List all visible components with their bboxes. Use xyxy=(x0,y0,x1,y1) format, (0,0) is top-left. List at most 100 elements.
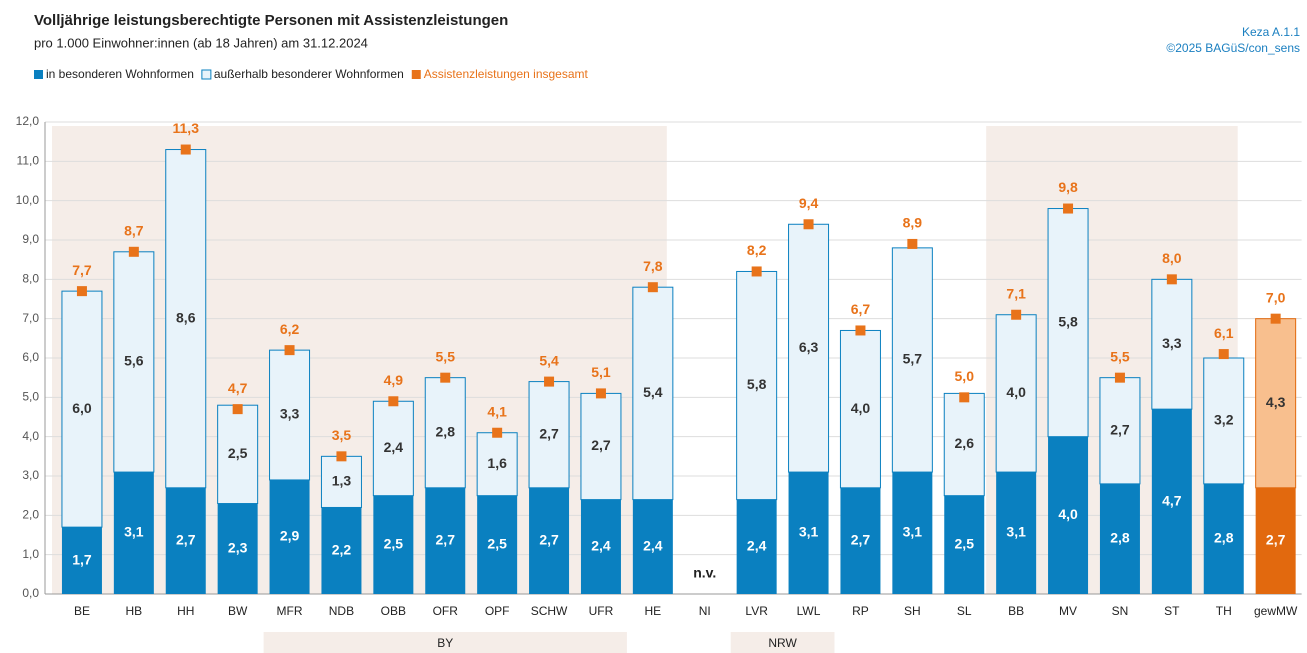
total-label: 8,9 xyxy=(903,215,923,231)
x-tick-label: SN xyxy=(1112,604,1129,618)
x-tick-label: SL xyxy=(957,604,972,618)
total-marker xyxy=(336,451,347,462)
x-tick-label: LVR xyxy=(745,604,768,618)
y-tick-label: 1,0 xyxy=(22,547,39,561)
total-label: 6,7 xyxy=(851,301,871,317)
y-tick-label: 6,0 xyxy=(22,350,39,364)
x-tick-label: SH xyxy=(904,604,921,618)
x-tick-label: RP xyxy=(852,604,869,618)
total-label: 3,5 xyxy=(332,427,352,443)
group-label: NRW xyxy=(768,636,797,650)
data-label: 3,1 xyxy=(799,524,819,540)
bar-segment xyxy=(1255,487,1296,594)
total-label: 8,2 xyxy=(747,242,767,258)
bar-segment xyxy=(1048,436,1089,594)
data-label: 1,3 xyxy=(332,473,352,489)
data-label: 2,5 xyxy=(228,445,248,461)
total-label: 6,2 xyxy=(280,321,300,337)
total-label: 8,0 xyxy=(1162,250,1182,266)
x-tick-label: HE xyxy=(645,604,662,618)
bar-segment xyxy=(424,377,466,489)
data-label: 8,6 xyxy=(176,309,196,325)
x-tick-label: LWL xyxy=(797,604,821,618)
bar-segment xyxy=(944,495,985,594)
total-marker xyxy=(803,219,814,230)
x-tick-label: NI xyxy=(699,604,711,618)
bar-segment xyxy=(529,487,570,594)
total-label: 9,4 xyxy=(799,195,819,211)
total-marker xyxy=(1114,372,1125,383)
bar-segment xyxy=(1255,318,1297,489)
source: ©2025 BAGüS/con_sens xyxy=(1166,41,1300,55)
legend-swatch xyxy=(34,70,43,79)
total-marker xyxy=(544,376,555,387)
y-tick-label: 7,0 xyxy=(22,311,39,325)
y-tick-label: 4,0 xyxy=(22,429,39,443)
group-label: BY xyxy=(437,636,453,650)
bar-segment xyxy=(1151,409,1192,594)
bar-segment xyxy=(736,499,777,594)
total-label: 5,5 xyxy=(436,348,456,364)
y-tick-label: 5,0 xyxy=(22,390,39,404)
y-tick-label: 3,0 xyxy=(22,468,39,482)
data-label: 2,7 xyxy=(591,437,611,453)
data-label: 3,1 xyxy=(1006,524,1026,540)
total-marker xyxy=(388,396,399,407)
total-marker xyxy=(284,345,295,356)
data-label: 3,1 xyxy=(124,524,144,540)
bar-segment xyxy=(632,286,674,501)
data-label: 2,5 xyxy=(384,536,404,552)
data-label: 2,2 xyxy=(332,541,352,557)
total-label: 5,1 xyxy=(591,364,611,380)
legend-swatch xyxy=(411,70,421,79)
legend-swatch xyxy=(201,69,212,80)
y-tick-label: 9,0 xyxy=(22,232,39,246)
data-label: 1,7 xyxy=(72,551,92,567)
bar-segment xyxy=(113,472,154,594)
bar-segment xyxy=(217,404,259,505)
bar-segment xyxy=(996,472,1037,594)
total-label: 4,9 xyxy=(384,372,404,388)
data-label: 2,7 xyxy=(851,532,871,548)
data-label: 2,5 xyxy=(955,536,975,552)
data-label: 4,0 xyxy=(851,400,871,416)
total-label: 8,7 xyxy=(124,223,144,239)
data-label: 5,8 xyxy=(1058,313,1078,329)
total-marker xyxy=(1166,274,1177,285)
total-label: 11,3 xyxy=(173,120,200,136)
x-tick-label: NDB xyxy=(329,604,354,618)
data-label: 2,7 xyxy=(1110,421,1130,437)
x-tick-label: HH xyxy=(177,604,194,618)
bar-segment xyxy=(1099,377,1141,485)
total-marker xyxy=(855,325,866,336)
data-label: 6,0 xyxy=(72,400,92,416)
x-tick-label: HB xyxy=(126,604,143,618)
bar-segment xyxy=(892,472,933,594)
total-marker xyxy=(440,372,451,383)
total-label: 7,7 xyxy=(72,262,92,278)
total-label: 4,7 xyxy=(228,380,248,396)
x-tick-label: OBB xyxy=(381,604,406,618)
data-label: 2,7 xyxy=(1266,532,1286,548)
bar-segment xyxy=(632,499,673,594)
annotation: n.v. xyxy=(693,565,716,581)
x-tick-label: MFR xyxy=(277,604,303,618)
data-label: 3,2 xyxy=(1214,412,1234,428)
x-tick-label: BB xyxy=(1008,604,1024,618)
total-marker xyxy=(1063,203,1074,214)
data-label: 2,3 xyxy=(228,539,248,555)
data-label: 3,1 xyxy=(903,524,923,540)
data-label: 2,8 xyxy=(1214,530,1234,546)
data-label: 2,8 xyxy=(436,423,456,439)
data-label: 1,6 xyxy=(487,455,507,471)
total-label: 5,4 xyxy=(539,352,559,368)
data-label: 2,4 xyxy=(747,538,767,554)
total-label: 9,8 xyxy=(1058,179,1078,195)
y-tick-label: 0,0 xyxy=(22,586,39,600)
total-marker xyxy=(492,427,503,438)
total-label: 5,0 xyxy=(955,368,975,384)
y-tick-label: 10,0 xyxy=(16,193,40,207)
total-marker xyxy=(1011,309,1022,320)
x-tick-label: MV xyxy=(1059,604,1077,618)
